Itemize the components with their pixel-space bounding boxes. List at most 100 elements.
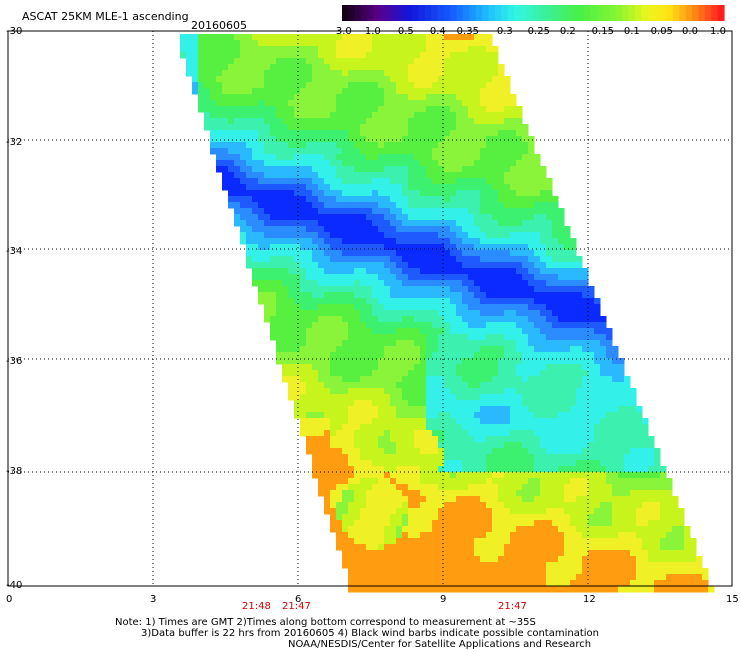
colorbar-cell xyxy=(622,5,630,21)
swath-cell xyxy=(528,262,535,269)
swath-cell xyxy=(240,166,247,173)
swath-cell xyxy=(558,520,565,527)
swath-cell xyxy=(534,460,541,467)
swath-cell xyxy=(456,70,463,77)
swath-cell xyxy=(468,88,475,95)
swath-cell xyxy=(480,220,487,227)
swath-cell xyxy=(396,268,403,275)
swath-cell xyxy=(246,64,253,71)
swath-cell xyxy=(504,160,511,167)
swath-cell xyxy=(444,250,451,257)
swath-cell xyxy=(384,544,391,551)
swath-cell xyxy=(636,436,643,443)
swath-cell xyxy=(408,340,415,347)
swath-cell xyxy=(408,346,415,353)
swath-cell xyxy=(522,460,529,467)
swath-cell xyxy=(636,484,643,491)
swath-cell xyxy=(312,376,319,383)
swath-cell xyxy=(294,406,301,413)
swath-cell xyxy=(432,478,439,485)
swath-cell xyxy=(414,340,421,347)
swath-cell xyxy=(342,148,349,155)
swath-cell xyxy=(318,94,325,101)
swath-cell xyxy=(336,418,343,425)
swath-cell xyxy=(540,502,547,509)
swath-cell xyxy=(486,424,493,431)
swath-cell xyxy=(348,514,355,521)
swath-cell xyxy=(276,184,283,191)
swath-cell xyxy=(408,382,415,389)
swath-cell xyxy=(372,310,379,317)
swath-cell xyxy=(300,34,307,41)
swath-cell xyxy=(570,244,577,251)
swath-cell xyxy=(660,526,667,533)
swath-cell xyxy=(522,520,529,527)
swath-cell xyxy=(258,64,265,71)
swath-cell xyxy=(510,304,517,311)
swath-cell xyxy=(528,136,535,143)
swath-cell xyxy=(540,280,547,287)
swath-cell xyxy=(354,202,361,209)
swath-cell xyxy=(402,130,409,137)
swath-cell xyxy=(534,406,541,413)
swath-cell xyxy=(540,292,547,299)
swath-cell xyxy=(636,496,643,503)
swath-cell xyxy=(372,526,379,533)
swath-cell xyxy=(378,52,385,59)
swath-cell xyxy=(546,448,553,455)
swath-cell xyxy=(450,454,457,461)
swath-cell xyxy=(576,322,583,329)
swath-cell xyxy=(504,238,511,245)
swath-cell xyxy=(258,274,265,281)
swath-cell xyxy=(432,364,439,371)
swath-cell xyxy=(228,52,235,59)
swath-cell xyxy=(456,82,463,89)
swath-cell xyxy=(324,58,331,65)
swath-cell xyxy=(546,202,553,209)
swath-cell xyxy=(234,40,241,47)
swath-cell xyxy=(456,340,463,347)
swath-cell xyxy=(420,484,427,491)
swath-cell xyxy=(270,268,277,275)
swath-cell xyxy=(396,538,403,545)
swath-cell xyxy=(504,502,511,509)
swath-cell xyxy=(240,130,247,137)
swath-cell xyxy=(534,526,541,533)
swath-cell xyxy=(360,238,367,245)
swath-cell xyxy=(414,310,421,317)
swath-cell xyxy=(318,346,325,353)
swath-cell xyxy=(306,238,313,245)
swath-cell xyxy=(588,352,595,359)
swath-cell xyxy=(330,262,337,269)
swath-cell xyxy=(414,526,421,533)
swath-cell xyxy=(306,274,313,281)
swath-cell xyxy=(654,478,661,485)
swath-cell xyxy=(552,424,559,431)
swath-cell xyxy=(240,196,247,203)
swath-cell xyxy=(276,106,283,113)
swath-cell xyxy=(348,310,355,317)
swath-cell xyxy=(516,466,523,473)
swath-cell xyxy=(444,88,451,95)
swath-cell xyxy=(306,214,313,221)
swath-cell xyxy=(366,502,373,509)
swath-cell xyxy=(204,106,211,113)
swath-cell xyxy=(564,406,571,413)
swath-cell xyxy=(282,376,289,383)
swath-cell xyxy=(390,184,397,191)
swath-cell xyxy=(534,502,541,509)
swath-cell xyxy=(540,490,547,497)
swath-cell xyxy=(366,286,373,293)
swath-cell xyxy=(486,100,493,107)
swath-cell xyxy=(402,238,409,245)
swath-cell xyxy=(348,442,355,449)
swath-cell xyxy=(540,430,547,437)
swath-cell xyxy=(306,232,313,239)
swath-cell xyxy=(414,538,421,545)
swath-cell xyxy=(540,286,547,293)
swath-cell xyxy=(594,484,601,491)
swath-cell xyxy=(456,244,463,251)
swath-cell xyxy=(378,418,385,425)
swath-cell xyxy=(570,544,577,551)
swath-cell xyxy=(510,382,517,389)
